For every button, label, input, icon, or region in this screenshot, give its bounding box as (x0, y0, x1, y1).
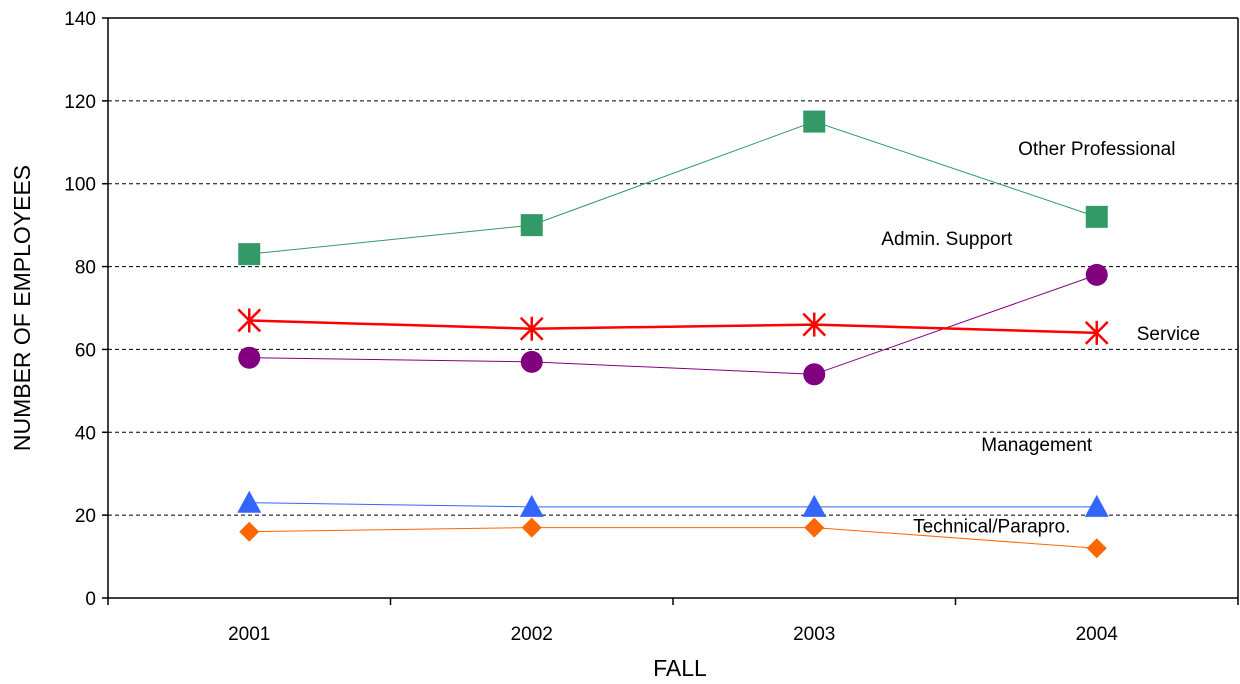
point-technical-parapro-2001 (239, 521, 260, 542)
point-technical-parapro-2002 (521, 517, 542, 538)
point-service-2004 (1084, 320, 1109, 345)
x-tick-label-2004: 2004 (1076, 624, 1119, 645)
point-other-professional-2004 (1085, 205, 1108, 228)
point-management-2002 (519, 494, 544, 517)
y-tick-label-40: 40 (75, 423, 96, 444)
point-service-2002 (519, 316, 544, 341)
y-tick-label-80: 80 (75, 258, 96, 279)
y-tick-label-60: 60 (75, 340, 96, 361)
point-other-professional-2001 (238, 243, 261, 266)
point-service-2001 (237, 308, 262, 333)
label-technical-parapro: Technical/Parapro. (913, 516, 1070, 537)
y-tick-label-120: 120 (64, 92, 96, 113)
series-line-service (249, 319, 1097, 335)
point-technical-parapro-2004 (1086, 538, 1107, 559)
label-admin-support: Admin. Support (881, 229, 1013, 250)
series-line-other-professional (249, 121, 1097, 255)
point-management-2001 (237, 490, 262, 513)
x-axis-title: FALL (653, 655, 707, 681)
series-other-professional (238, 110, 1108, 266)
y-tick-label-100: 100 (64, 175, 96, 196)
series-management (237, 490, 1109, 517)
point-management-2003 (802, 494, 827, 517)
series-admin-support (238, 263, 1108, 386)
series-line-admin-support (249, 274, 1097, 375)
y-tick-label-140: 140 (64, 9, 96, 30)
point-admin-support-2004 (1085, 263, 1108, 286)
series-group (237, 110, 1109, 559)
point-technical-parapro-2003 (804, 517, 825, 538)
point-admin-support-2003 (803, 363, 826, 386)
label-service: Service (1137, 324, 1200, 345)
point-admin-support-2001 (238, 346, 261, 369)
x-tick-label-2001: 2001 (228, 624, 270, 645)
x-tick-label-2003: 2003 (793, 624, 835, 645)
point-service-2003 (802, 312, 827, 337)
series-technical-parapro (239, 517, 1107, 559)
series-service (237, 308, 1109, 345)
point-other-professional-2003 (803, 110, 826, 133)
grid-lines (108, 100, 1238, 516)
series-labels: Other Professional Admin. Support Service M… (881, 139, 1200, 537)
y-axis-title: NUMBER OF EMPLOYEES (9, 165, 35, 451)
label-other-professional: Other Professional (1018, 139, 1175, 160)
label-management: Management (981, 435, 1093, 456)
y-tick-label-0: 0 (85, 589, 96, 610)
point-admin-support-2002 (520, 350, 543, 373)
series-line-technical-parapro (249, 527, 1097, 549)
x-tick-label-2002: 2002 (511, 624, 553, 645)
y-tick-label-20: 20 (75, 506, 96, 527)
series-line-management (249, 502, 1097, 508)
point-other-professional-2002 (520, 214, 543, 237)
axes: 0 20 40 60 80 100 120 140 2001 2002 2003 2004 (64, 9, 1239, 645)
point-management-2004 (1084, 494, 1109, 517)
